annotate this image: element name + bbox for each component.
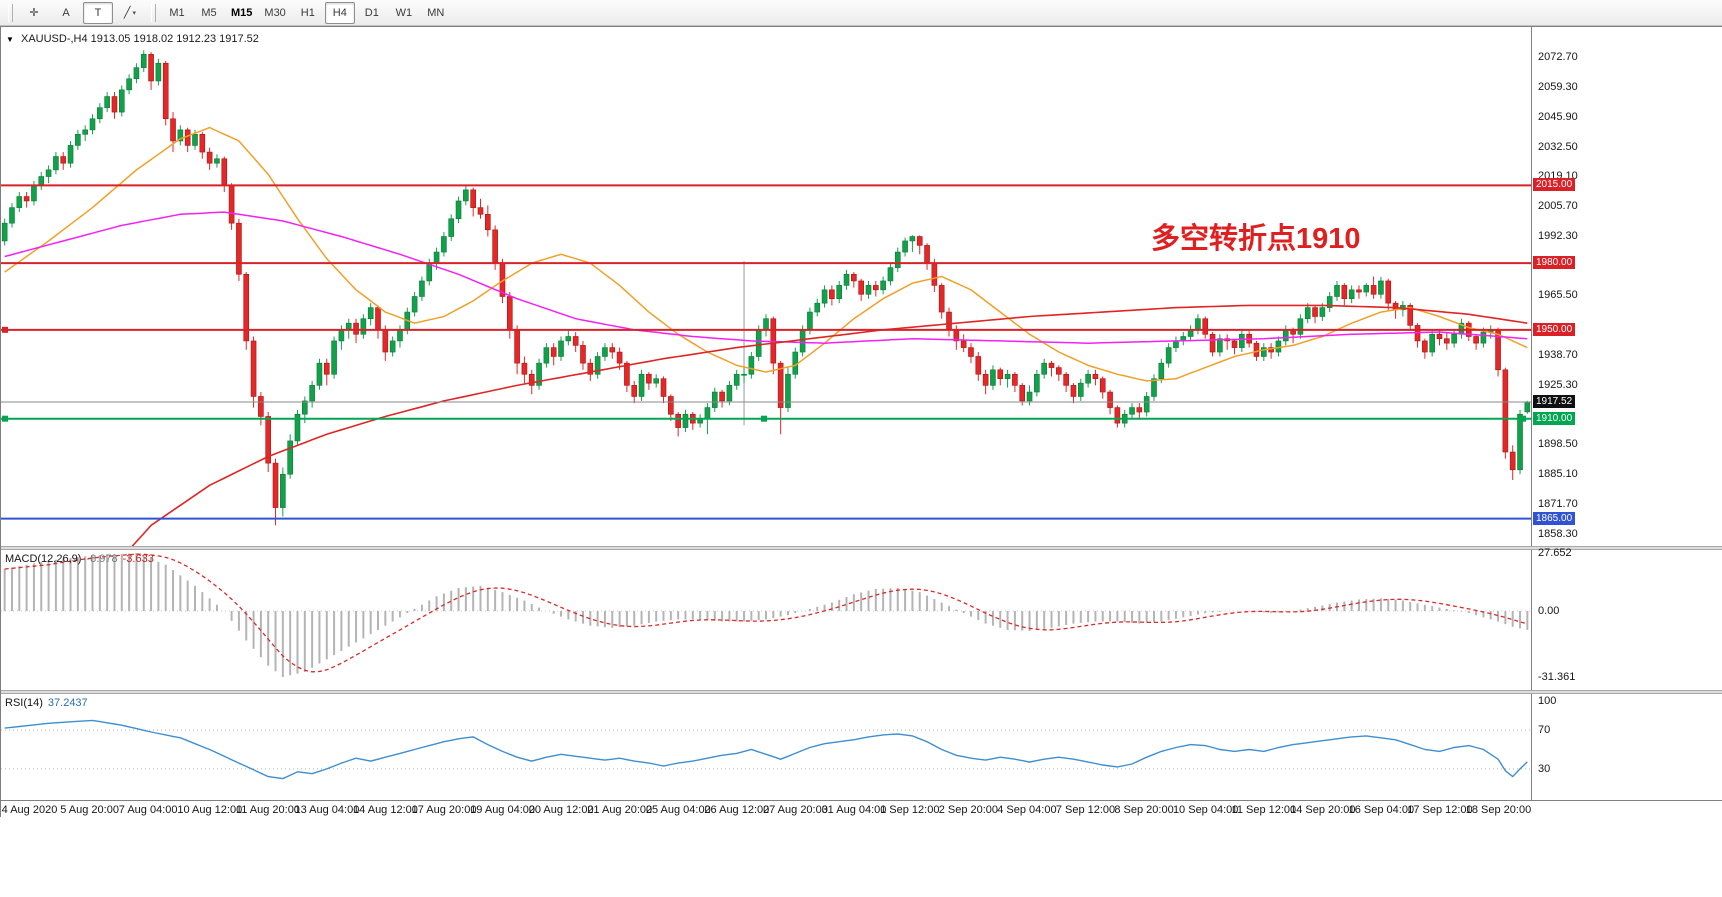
time-label: 17 Aug 20:00 — [411, 804, 477, 816]
time-label: 27 Aug 20:00 — [763, 804, 828, 816]
price-tick: 1885.10 — [1538, 468, 1578, 480]
rsi-pane: RSI(14) 37.2437 100 70 30 — [1, 694, 1722, 800]
time-label: 14 Sep 20:00 — [1290, 804, 1356, 816]
rsi-value: 37.2437 — [47, 697, 88, 709]
price-tick: 2072.70 — [1538, 51, 1578, 64]
price-tick: 2059.30 — [1538, 80, 1578, 93]
chart-annotation-text[interactable]: 多空转折点1910 — [1151, 223, 1361, 255]
macd-tick: -31.361 — [1538, 670, 1576, 683]
macd-tick: 27.652 — [1538, 546, 1572, 559]
pane-splitter[interactable] — [1, 546, 1722, 550]
time-label: 16 Sep 04:00 — [1348, 804, 1415, 816]
time-label: 19 Aug 04:00 — [470, 804, 536, 816]
timeframe-button-h1[interactable]: H1 — [300, 6, 315, 19]
rsi-label: RSI(14) 37.2437 — [5, 697, 88, 709]
time-label: 1 Sep 12:00 — [880, 804, 940, 816]
time-label: 10 Sep 04:00 — [1172, 804, 1239, 816]
symbol-dropdown-icon[interactable]: ▼ — [6, 35, 14, 44]
price-tick: 1938.70 — [1538, 348, 1578, 361]
text-annotate-button[interactable]: A — [62, 6, 70, 19]
chart-window: ▼ XAUUSD-,H4 1913.05 1918.02 1912.23 191… — [0, 26, 1722, 819]
macd-tick: 0.00 — [1538, 605, 1560, 618]
time-label: 5 Aug 20:00 — [60, 804, 119, 816]
timeframe-button-m1[interactable]: M1 — [169, 6, 185, 19]
rsi-tick: 30 — [1538, 762, 1551, 775]
time-label: 20 Aug 12:00 — [528, 804, 594, 816]
macd-pane: MACD(12,26,9) -8.978 -3.633 27.652 0.00 -31.… — [1, 546, 1722, 690]
time-label: 21 Aug 20:00 — [587, 804, 653, 816]
macd-axis[interactable]: 27.652 0.00 -31.361 — [1531, 546, 1722, 690]
time-label: 31 Aug 04:00 — [821, 804, 887, 816]
time-label: 8 Sep 20:00 — [1114, 804, 1174, 816]
time-label: 10 Aug 12:00 — [177, 804, 243, 816]
toolbar-grip[interactable] — [151, 3, 156, 22]
macd-main-value: -8.978 — [86, 553, 118, 565]
chart-title: ▼ XAUUSD-,H4 1913.05 1918.02 1912.23 191… — [6, 33, 259, 45]
line-studies-dropdown-button[interactable]: ╱ ▾ — [123, 7, 137, 19]
toolbar-grip[interactable] — [8, 3, 13, 22]
time-label: 4 Sep 04:00 — [997, 804, 1057, 816]
candlestick-chart[interactable] — [1, 27, 1531, 546]
time-label: 2 Sep 20:00 — [938, 804, 999, 816]
price-tick: 1871.70 — [1538, 497, 1578, 510]
timeframe-button-m15[interactable]: M15 — [231, 6, 253, 19]
price-level-badge: 1917.52 — [1533, 394, 1576, 408]
pane-splitter[interactable] — [1, 690, 1722, 694]
price-level-badge: 2015.00 — [1533, 178, 1576, 192]
time-label: 4 Aug 2020 — [1, 804, 58, 816]
price-tick: 1858.30 — [1538, 527, 1578, 540]
macd-label: MACD(12,26,9) -8.978 -3.633 — [5, 553, 154, 565]
macd-signal-value: -3.633 — [122, 553, 154, 565]
timeframe-button-m5[interactable]: M5 — [201, 6, 217, 19]
timeframe-button-mn[interactable]: MN — [427, 6, 445, 19]
rsi-tick: 70 — [1538, 724, 1551, 737]
timeframe-button-d1[interactable]: D1 — [364, 6, 379, 19]
time-label: 14 Aug 12:00 — [353, 804, 418, 816]
text-tool-button[interactable]: T — [83, 1, 113, 24]
time-label: 7 Sep 12:00 — [1055, 804, 1116, 816]
price-tick: 2045.90 — [1538, 110, 1578, 123]
time-label: 13 Aug 04:00 — [294, 804, 360, 816]
rsi-chart[interactable] — [1, 694, 1531, 800]
time-label: 17 Sep 12:00 — [1407, 804, 1473, 816]
price-axis[interactable]: 2072.70 2059.30 2045.90 2032.50 2019.10 2005.… — [1531, 27, 1722, 546]
time-label: 11 Sep 12:00 — [1231, 804, 1297, 816]
top-toolbar: ✛ A T ╱ ▾ M1 M5 M15 M30 H1 H4 D1 W1 MN — [0, 0, 1722, 26]
price-level-badge: 1910.00 — [1533, 411, 1576, 425]
price-tick: 2032.50 — [1538, 140, 1578, 153]
crosshair-button[interactable]: ✛ — [29, 7, 39, 19]
price-tick: 1965.50 — [1538, 289, 1578, 302]
time-label: 11 Aug 20:00 — [235, 804, 300, 816]
toolbar-timeframes: M1 M5 M15 M30 H1 H4 D1 W1 MN — [161, 1, 452, 24]
rsi-axis[interactable]: 100 70 30 — [1531, 694, 1722, 800]
time-label: 7 Aug 04:00 — [118, 804, 178, 816]
rsi-tick: 100 — [1538, 694, 1557, 707]
timeframe-button-m30[interactable]: M30 — [264, 6, 286, 19]
time-label: 18 Sep 20:00 — [1465, 804, 1532, 816]
time-label: 25 Aug 04:00 — [645, 804, 711, 816]
price-tick: 1992.30 — [1538, 229, 1578, 242]
timeframe-button-w1[interactable]: W1 — [395, 6, 413, 19]
price-tick: 1898.50 — [1538, 438, 1578, 451]
price-level-badge: 1980.00 — [1533, 256, 1576, 270]
time-label: 26 Aug 12:00 — [704, 804, 770, 816]
ohlc-readout: XAUUSD-,H4 1913.05 1918.02 1912.23 1917.… — [20, 33, 259, 45]
dropdown-caret-icon: ▾ — [132, 9, 137, 17]
macd-chart[interactable] — [1, 550, 1531, 690]
price-tick: 1925.30 — [1538, 378, 1578, 391]
timeframe-button-h4[interactable]: H4 — [324, 1, 355, 24]
time-axis[interactable]: 4 Aug 2020 5 Aug 20:00 7 Aug 04:00 10 Aug 1… — [1, 800, 1722, 819]
price-level-badge: 1865.00 — [1533, 511, 1576, 525]
price-level-badge: 1950.00 — [1533, 322, 1576, 336]
price-tick: 2005.70 — [1538, 200, 1578, 213]
main-chart-pane: ▼ XAUUSD-,H4 1913.05 1918.02 1912.23 191… — [1, 27, 1722, 546]
toolbar-tools: ✛ A T ╱ ▾ — [18, 1, 146, 24]
